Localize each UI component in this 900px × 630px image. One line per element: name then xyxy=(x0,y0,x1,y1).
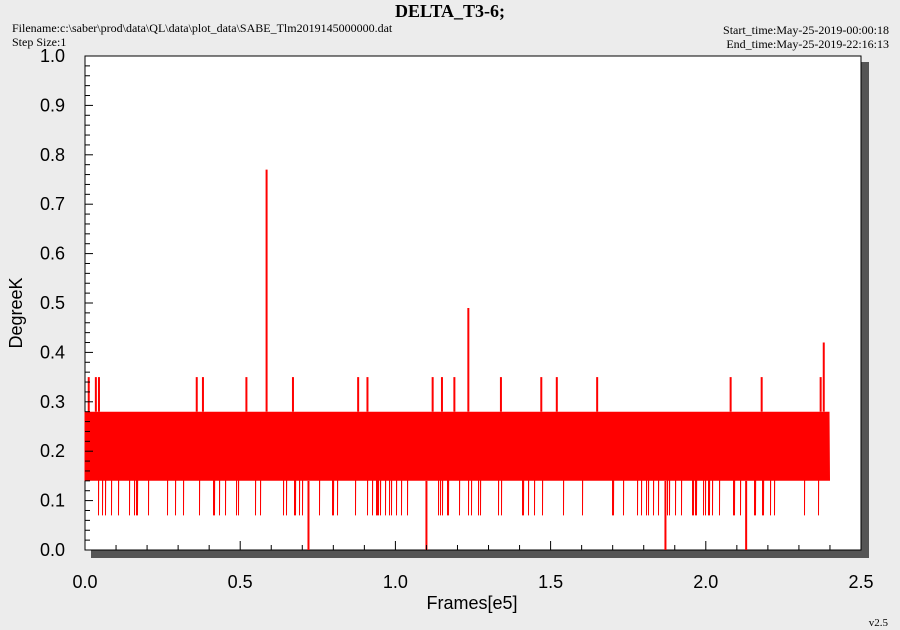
x-tick-label: 2.5 xyxy=(848,572,873,592)
y-tick-label: 0.0 xyxy=(40,540,65,560)
version-label: v2.5 xyxy=(868,617,888,629)
y-tick-label: 0.4 xyxy=(40,342,65,362)
y-tick-label: 0.7 xyxy=(40,194,65,214)
x-axis-title: Frames[e5] xyxy=(426,593,517,613)
y-tick-label: 0.5 xyxy=(40,293,65,313)
step-size-label: Step Size:1 xyxy=(12,35,67,49)
y-tick-label: 0.2 xyxy=(40,441,65,461)
y-tick-label: 0.9 xyxy=(40,95,65,115)
end-time-label: End_time:May-25-2019-22:16:13 xyxy=(726,37,889,51)
start-time-label: Start_time:May-25-2019-00:00:18 xyxy=(723,23,889,37)
y-tick-label: 0.6 xyxy=(40,244,65,264)
y-tick-label: 0.1 xyxy=(40,491,65,511)
x-tick-label: 0.5 xyxy=(228,572,253,592)
axis-layer: 0.0 0.1 0.2 0.3 0.4 0.5 0.6 0.7 0.8 0.9 1.0 0.0 0.5 1… xyxy=(40,46,874,592)
x-tick-label: 1.0 xyxy=(383,572,408,592)
y-tick-label: 0.8 xyxy=(40,145,65,165)
series-noise-band xyxy=(84,411,830,516)
y-tick-label: 0.3 xyxy=(40,392,65,412)
x-tick-label: 1.5 xyxy=(538,572,563,592)
y-tick-label: 1.0 xyxy=(40,46,65,66)
x-tick-label: 2.0 xyxy=(693,572,718,592)
filename-label: Filename:c:\saber\prod\data\QL\data\plot… xyxy=(12,21,393,35)
chart-title: DELTA_T3-6; xyxy=(394,1,506,21)
series-layer xyxy=(84,169,830,550)
y-axis-title: DegreeK xyxy=(6,277,26,348)
x-tick-label: 0.0 xyxy=(72,572,97,592)
